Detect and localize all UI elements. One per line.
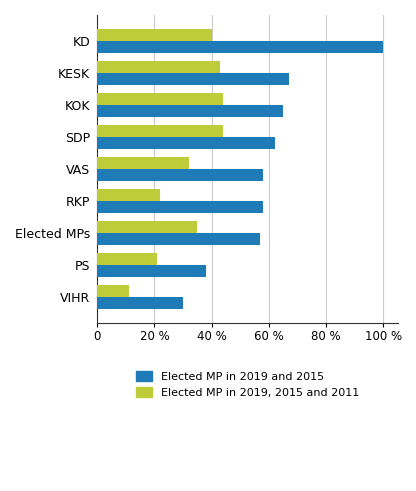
Bar	[97, 137, 275, 149]
Bar	[97, 221, 198, 233]
Bar	[97, 233, 260, 245]
Legend: Elected MP in 2019 and 2015, Elected MP in 2019, 2015 and 2011: Elected MP in 2019 and 2015, Elected MP …	[130, 365, 365, 404]
Bar	[97, 189, 160, 201]
Bar	[97, 105, 283, 117]
Bar	[97, 93, 223, 105]
Bar	[97, 265, 206, 277]
Bar	[97, 125, 223, 137]
Bar	[97, 73, 289, 85]
Bar	[97, 297, 183, 309]
Bar	[97, 61, 220, 73]
Bar	[97, 41, 384, 54]
Bar	[97, 201, 263, 213]
Bar	[97, 285, 129, 297]
Bar	[97, 169, 263, 181]
Bar	[97, 253, 157, 265]
Bar	[97, 29, 212, 41]
Bar	[97, 157, 189, 169]
